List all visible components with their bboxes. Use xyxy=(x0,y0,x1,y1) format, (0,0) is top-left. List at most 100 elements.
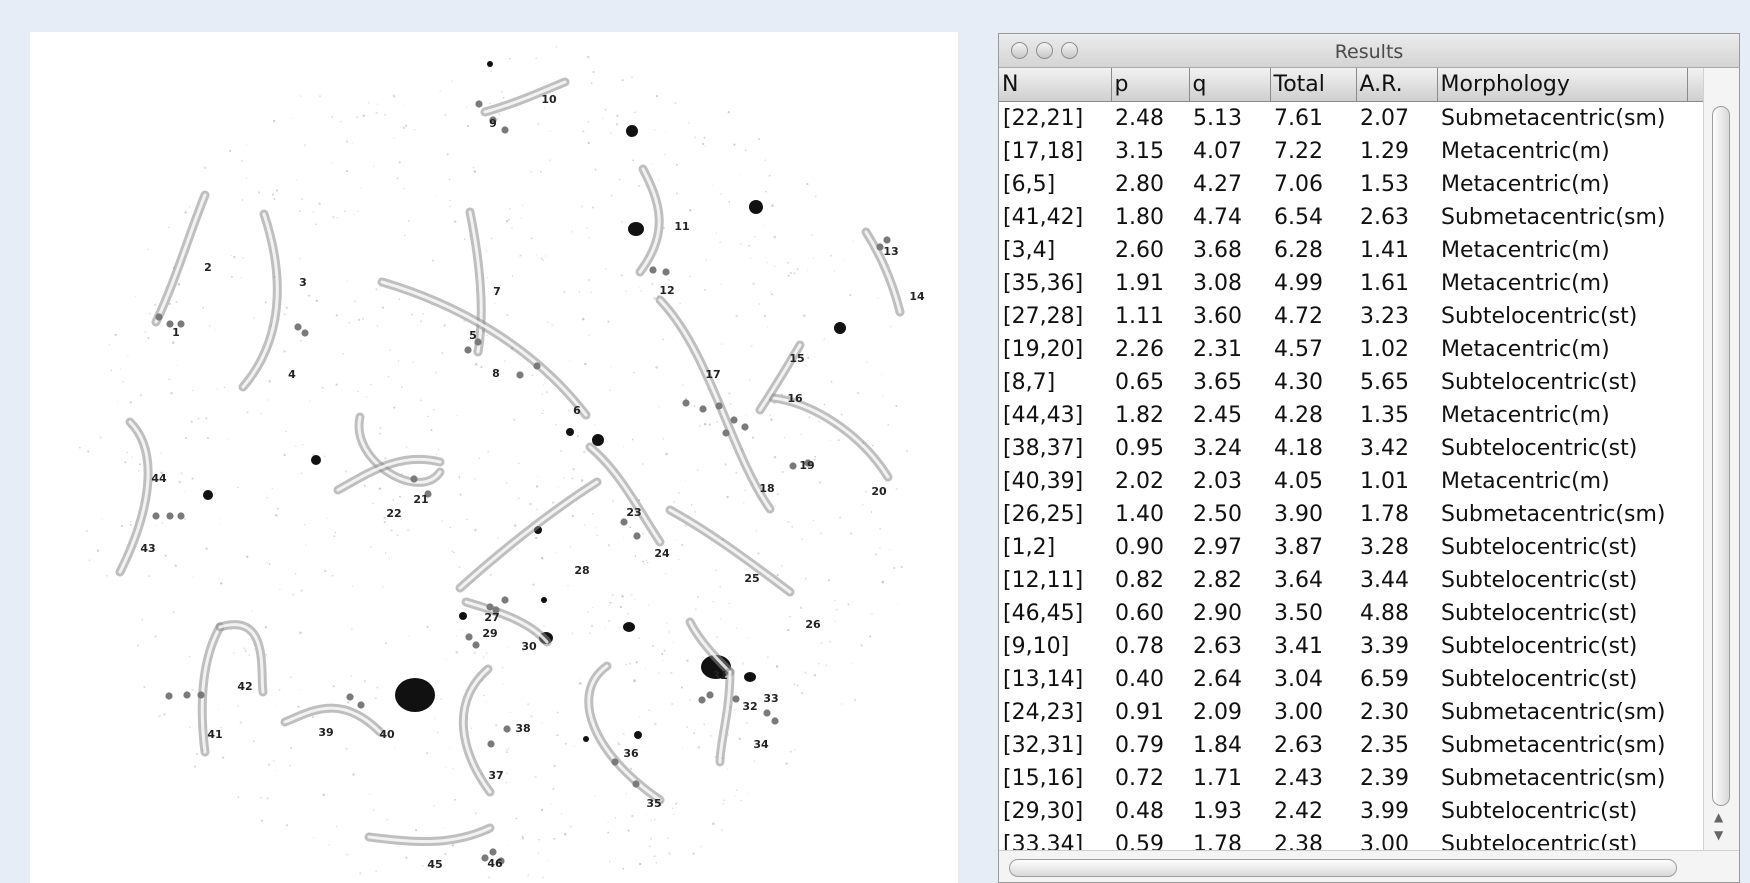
cell-n: [32,31] xyxy=(1003,733,1084,758)
column-header-ar[interactable]: A.R. xyxy=(1356,68,1438,102)
cell-p: 1.91 xyxy=(1115,271,1164,296)
cell-q: 2.90 xyxy=(1193,601,1242,626)
cell-morphology: Subtelocentric(st) xyxy=(1441,634,1638,659)
cell-q: 2.64 xyxy=(1193,667,1242,692)
cell-total: 4.57 xyxy=(1274,337,1323,362)
chromosome-label: 9 xyxy=(489,117,497,130)
cell-morphology: Subtelocentric(st) xyxy=(1441,535,1638,560)
cell-p: 1.40 xyxy=(1115,502,1164,527)
chromosome-label: 30 xyxy=(521,640,537,653)
cell-spacer xyxy=(1687,201,1703,234)
cell-spacer xyxy=(1687,300,1703,333)
cell-spacer xyxy=(1687,762,1703,795)
cell-spacer xyxy=(1687,102,1703,136)
chromosome-label: 13 xyxy=(883,245,898,258)
cell-spacer xyxy=(1687,267,1703,300)
table-row[interactable]: [6,5] 2.80 4.27 7.06 1.53 Metacentric(m) xyxy=(999,168,1703,201)
cell-total: 2.43 xyxy=(1274,766,1323,791)
cell-spacer xyxy=(1687,366,1703,399)
table-row[interactable]: [24,23] 0.91 2.09 3.00 2.30 Submetacentric(sm… xyxy=(999,696,1703,729)
table-row[interactable]: [1,2] 0.90 2.97 3.87 3.28 Subtelocentric(st) xyxy=(999,531,1703,564)
close-button[interactable] xyxy=(1011,42,1028,59)
cell-ar: 3.99 xyxy=(1360,799,1409,824)
table-row[interactable]: [9,10] 0.78 2.63 3.41 3.39 Subtelocentric(st) xyxy=(999,630,1703,663)
table-row[interactable]: [38,37] 0.95 3.24 4.18 3.42 Subtelocentric(st… xyxy=(999,432,1703,465)
cell-n: [6,5] xyxy=(1003,172,1056,197)
table-row[interactable]: [22,21] 2.48 5.13 7.61 2.07 Submetacentric(sm… xyxy=(999,102,1703,136)
table-row[interactable]: [19,20] 2.26 2.31 4.57 1.02 Metacentric(m) xyxy=(999,333,1703,366)
scroll-up-arrow-icon[interactable]: ▲ xyxy=(1714,810,1724,824)
cell-p: 0.40 xyxy=(1115,667,1164,692)
chromosome-label: 15 xyxy=(789,352,804,365)
table-row[interactable]: [27,28] 1.11 3.60 4.72 3.23 Subtelocentric(st… xyxy=(999,300,1703,333)
chromosome-label: 5 xyxy=(469,329,477,342)
chromosome-label: 40 xyxy=(379,728,395,741)
cell-morphology: Subtelocentric(st) xyxy=(1441,304,1638,329)
table-row[interactable]: [40,39] 2.02 2.03 4.05 1.01 Metacentric(m) xyxy=(999,465,1703,498)
table-row[interactable]: [41,42] 1.80 4.74 6.54 2.63 Submetacentric(sm… xyxy=(999,201,1703,234)
column-header-n[interactable]: N xyxy=(999,68,1112,102)
cell-morphology: Submetacentric(sm) xyxy=(1441,700,1666,725)
cell-q: 1.71 xyxy=(1193,766,1242,791)
chromosome-label: 39 xyxy=(318,726,333,739)
cell-q: 4.27 xyxy=(1193,172,1242,197)
cell-q: 3.08 xyxy=(1193,271,1242,296)
cell-n: [1,2] xyxy=(1003,535,1056,560)
horizontal-scroll-thumb[interactable] xyxy=(1009,859,1677,877)
vertical-scrollbar[interactable]: ▲ ▼ xyxy=(1703,68,1739,850)
table-row[interactable]: [17,18] 3.15 4.07 7.22 1.29 Metacentric(m) xyxy=(999,135,1703,168)
cell-n: [12,11] xyxy=(1003,568,1084,593)
table-row[interactable]: [8,7] 0.65 3.65 4.30 5.65 Subtelocentric(st) xyxy=(999,366,1703,399)
table-row[interactable]: [12,11] 0.82 2.82 3.64 3.44 Subtelocentric(st… xyxy=(999,564,1703,597)
column-header-q[interactable]: q xyxy=(1189,68,1271,102)
cell-ar: 2.07 xyxy=(1360,106,1409,131)
chromosome-label: 29 xyxy=(482,627,497,640)
chromosome-label: 20 xyxy=(871,485,887,498)
table-header-row: N p q Total A.R. Morphology xyxy=(999,68,1703,102)
column-header-p[interactable]: p xyxy=(1111,68,1190,102)
table-row[interactable]: [3,4] 2.60 3.68 6.28 1.41 Metacentric(m) xyxy=(999,234,1703,267)
cell-p: 1.82 xyxy=(1115,403,1164,428)
cell-q: 3.68 xyxy=(1193,238,1242,263)
cell-n: [24,23] xyxy=(1003,700,1084,725)
table-row[interactable]: [15,16] 0.72 1.71 2.43 2.39 Submetacentric(sm… xyxy=(999,762,1703,795)
table-row[interactable]: [44,43] 1.82 2.45 4.28 1.35 Metacentric(m) xyxy=(999,399,1703,432)
cell-n: [13,14] xyxy=(1003,667,1084,692)
cell-total: 3.41 xyxy=(1274,634,1323,659)
cell-q: 3.24 xyxy=(1193,436,1242,461)
table-row[interactable]: [13,14] 0.40 2.64 3.04 6.59 Subtelocentric(st… xyxy=(999,663,1703,696)
cell-n: [29,30] xyxy=(1003,799,1084,824)
table-row[interactable]: [33,34] 0.59 1.78 2.38 3.00 Subtelocentric(st… xyxy=(999,828,1703,850)
horizontal-scrollbar[interactable] xyxy=(999,850,1739,882)
cell-morphology: Metacentric(m) xyxy=(1441,469,1610,494)
table-row[interactable]: [29,30] 0.48 1.93 2.42 3.99 Subtelocentric(st… xyxy=(999,795,1703,828)
results-table: N p q Total A.R. Morphology [22,21] 2.48 5… xyxy=(999,68,1703,850)
cell-q: 2.63 xyxy=(1193,634,1242,659)
column-header-total[interactable]: Total xyxy=(1270,68,1357,102)
cell-n: [19,20] xyxy=(1003,337,1084,362)
cell-total: 4.28 xyxy=(1274,403,1323,428)
title-bar[interactable]: Results xyxy=(999,34,1739,68)
cell-p: 0.79 xyxy=(1115,733,1164,758)
cell-morphology: Metacentric(m) xyxy=(1441,271,1610,296)
zoom-button[interactable] xyxy=(1061,42,1078,59)
centromere-markers xyxy=(152,100,891,865)
vertical-scroll-thumb[interactable] xyxy=(1712,106,1730,806)
minimize-button[interactable] xyxy=(1036,42,1053,59)
cell-spacer xyxy=(1687,531,1703,564)
table-row[interactable]: [32,31] 0.79 1.84 2.63 2.35 Submetacentric(sm… xyxy=(999,729,1703,762)
cell-p: 0.90 xyxy=(1115,535,1164,560)
cell-p: 2.80 xyxy=(1115,172,1164,197)
table-row[interactable]: [35,36] 1.91 3.08 4.99 1.61 Metacentric(m) xyxy=(999,267,1703,300)
cell-n: [9,10] xyxy=(1003,634,1070,659)
chromosome-micrograph: 1 2 3 4 5 6 7 8 9 10 11 12 13 14 15 16 17 18 19 20 21 22 23 24 2… xyxy=(30,32,958,883)
table-row[interactable]: [26,25] 1.40 2.50 3.90 1.78 Submetacentric(sm… xyxy=(999,498,1703,531)
cell-q: 5.13 xyxy=(1193,106,1242,131)
chromosome-label: 17 xyxy=(705,368,720,381)
column-header-morphology[interactable]: Morphology xyxy=(1437,68,1688,102)
cell-morphology: Subtelocentric(st) xyxy=(1441,370,1638,395)
cell-q: 2.03 xyxy=(1193,469,1242,494)
chromosome-label: 35 xyxy=(646,797,661,810)
table-row[interactable]: [46,45] 0.60 2.90 3.50 4.88 Subtelocentric(st… xyxy=(999,597,1703,630)
scroll-down-arrow-icon[interactable]: ▼ xyxy=(1714,828,1724,842)
